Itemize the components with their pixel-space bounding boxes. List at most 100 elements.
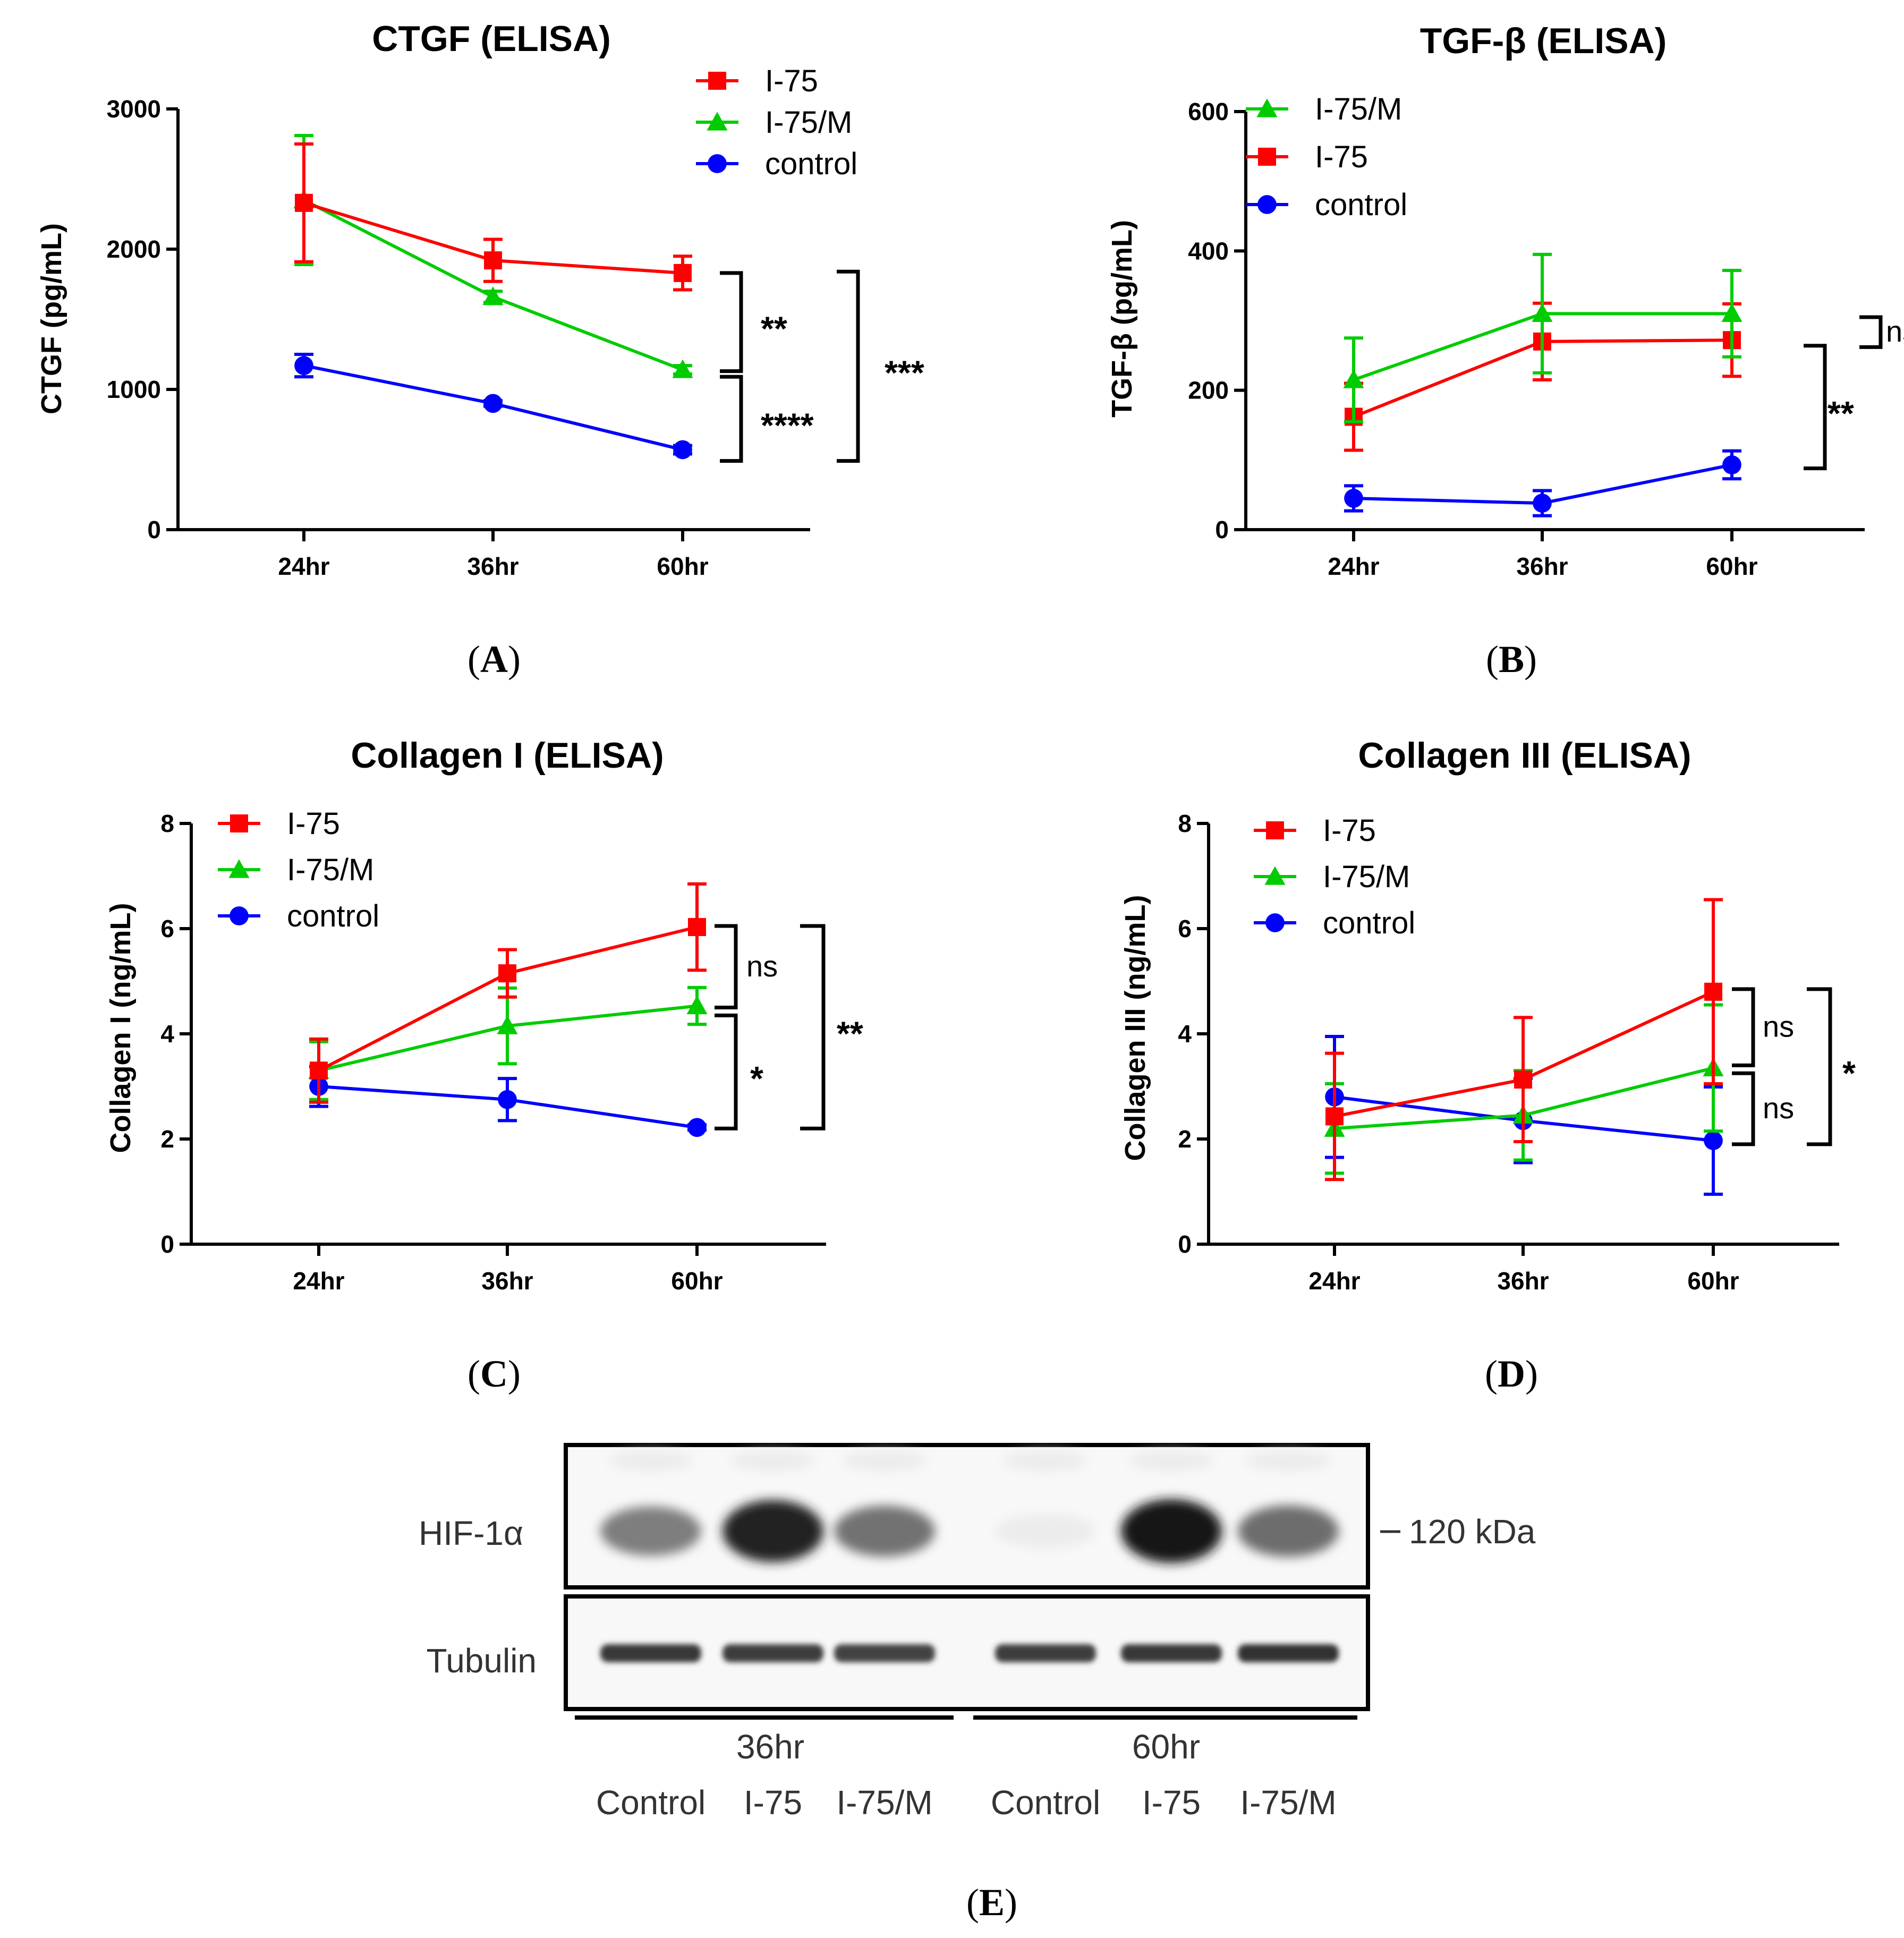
y-tick-label: 0 <box>1215 516 1229 543</box>
panel-label: (B) <box>1486 638 1537 681</box>
significance-label: * <box>1842 1054 1856 1092</box>
marker-circle <box>1344 489 1363 508</box>
lane-label: I-75 <box>744 1783 802 1822</box>
x-tick-label: 60hr <box>1706 552 1757 580</box>
y-tick-label: 6 <box>160 915 174 942</box>
lane-label: I-75 <box>1142 1783 1201 1822</box>
marker-square <box>1704 982 1722 1001</box>
significance-bracket <box>800 924 826 1130</box>
y-tick-label: 6 <box>1178 915 1192 942</box>
legend: I-75 I-75/M control <box>218 806 379 933</box>
marker-square <box>295 193 313 212</box>
marker-circle <box>1722 455 1741 474</box>
legend-entry: I-75/M <box>287 853 374 887</box>
row-label-tubulin: Tubulin <box>426 1642 537 1680</box>
marker-label: 120 kDa <box>1409 1512 1536 1551</box>
lane-labels: Control I-75 I-75/M Control I-75 I-75/M <box>596 1783 1337 1822</box>
significance-bracket <box>1732 1071 1755 1146</box>
marker-square <box>484 251 502 270</box>
marker-triangle <box>707 112 728 131</box>
significance-bracket <box>1859 315 1883 349</box>
significance-bracket <box>720 375 743 463</box>
chart-tgf-beta: TGF-β (ELISA) TGF-β (pg/mL) (B) 0 200 400 6… <box>1106 21 1904 681</box>
hif-band <box>995 1451 1096 1549</box>
significance-bracket <box>720 271 743 373</box>
marker-circle <box>687 1118 707 1137</box>
hif-band <box>834 1451 935 1557</box>
legend-entry: I-75 <box>1315 140 1368 174</box>
legend-entry: I-75 <box>287 806 340 841</box>
legend-entry: I-75/M <box>1315 92 1402 126</box>
series-line <box>303 198 684 371</box>
legend: I-75 I-75/M control <box>696 64 857 181</box>
blot-frame-hif <box>564 1443 1370 1590</box>
series-i-75-m <box>1343 252 1742 423</box>
marker-triangle <box>1264 866 1286 885</box>
marker-triangle <box>482 286 504 305</box>
legend: I-75 I-75/M control <box>1254 813 1415 940</box>
hif-band <box>600 1451 701 1556</box>
hif-band-shape <box>834 1506 935 1557</box>
significance-bracket <box>1732 987 1755 1067</box>
y-tick-label: 400 <box>1188 237 1229 265</box>
significance-label: ** <box>837 1015 863 1053</box>
hif-band-shape <box>722 1500 823 1562</box>
hif-band-shape <box>1238 1505 1339 1557</box>
chart-ctgf: CTGF (ELISA) CTGF (pg/mL) (A) 0 1000 2000 3… <box>36 19 924 681</box>
blot-bands <box>600 1451 1339 1662</box>
marker-triangle <box>1343 369 1364 388</box>
x-tick-label: 60hr <box>671 1267 722 1295</box>
lane-label: I-75/M <box>836 1783 932 1822</box>
marker-square <box>708 72 726 90</box>
panel-label: (D) <box>1485 1353 1538 1395</box>
hif-band-shape <box>600 1506 701 1556</box>
legend: I-75/M I-75 control <box>1246 92 1407 222</box>
hif-band-smear <box>842 1451 927 1470</box>
significance-label: ns <box>746 949 778 983</box>
hif-band <box>722 1451 823 1562</box>
y-tick-label: 2 <box>160 1125 174 1153</box>
x-tick-label: 24hr <box>1308 1267 1360 1295</box>
marker-square <box>688 918 706 937</box>
significance-label: ns <box>1763 1091 1794 1125</box>
legend-entry: I-75/M <box>1323 860 1410 894</box>
marker-triangle <box>686 995 708 1015</box>
y-axis-label: TGF-β (pg/mL) <box>1106 220 1138 418</box>
series-control <box>309 1065 707 1137</box>
significance-label: ** <box>1828 394 1854 432</box>
hif-band-smear <box>608 1451 693 1470</box>
significance-label: ** <box>761 309 787 347</box>
row-label-hif: HIF-1α <box>419 1514 523 1552</box>
chart-collagen-1: Collagen I (ELISA) Collagen I (ng/mL) (C… <box>105 735 863 1395</box>
y-tick-label: 4 <box>160 1020 174 1048</box>
marker-circle <box>483 394 503 413</box>
y-tick-label: 1000 <box>107 376 161 403</box>
marker-square <box>1514 1070 1532 1089</box>
legend-entry: control <box>765 147 857 181</box>
marker-circle <box>294 356 313 375</box>
lane-label: Control <box>596 1783 706 1822</box>
hif-band-smear <box>1246 1451 1331 1470</box>
chart-collagen-3: Collagen III (ELISA) Collagen III (ng/mL… <box>1119 735 1856 1395</box>
y-tick-label: 8 <box>160 810 174 837</box>
significance-label: * <box>750 1059 763 1098</box>
tubulin-band <box>834 1644 935 1662</box>
legend-entry: I-75 <box>765 64 818 98</box>
hif-band-shape <box>995 1514 1096 1549</box>
marker-circle <box>708 154 727 173</box>
marker-triangle <box>672 359 693 378</box>
y-tick-label: 4 <box>1178 1020 1192 1048</box>
tubulin-band <box>995 1644 1096 1662</box>
significance-label: *** <box>885 353 924 392</box>
legend-entry: control <box>287 899 379 933</box>
x-tick-label: 24hr <box>278 552 329 580</box>
y-axis-label: CTGF (pg/mL) <box>36 223 67 414</box>
chart-title: CTGF (ELISA) <box>372 19 611 59</box>
group-label-36hr: 36hr <box>736 1728 804 1766</box>
chart-title: Collagen I (ELISA) <box>351 735 664 776</box>
chart-title: Collagen III (ELISA) <box>1358 735 1691 776</box>
marker-triangle <box>1256 98 1278 117</box>
y-tick-label: 0 <box>147 516 161 543</box>
y-tick-label: 3000 <box>107 95 161 123</box>
y-tick-label: 2000 <box>107 235 161 263</box>
